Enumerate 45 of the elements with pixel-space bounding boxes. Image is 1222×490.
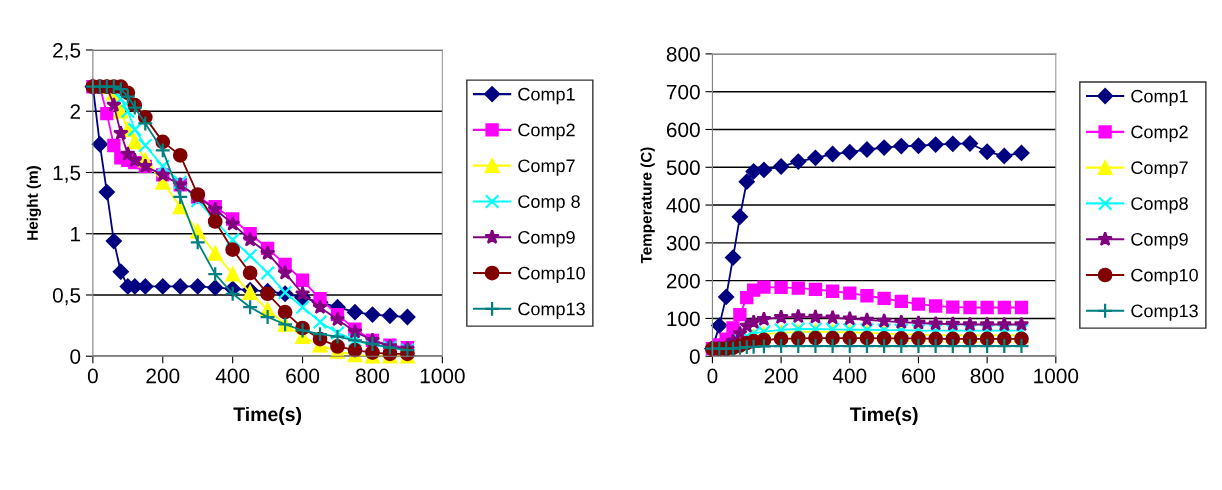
x-tick-label: 400: [832, 368, 867, 384]
x-tick-label: 800: [970, 368, 1004, 384]
x-tick-label: 200: [146, 368, 180, 384]
y-axis-title: Temperature (C): [640, 147, 655, 264]
y-tick-label: 0: [70, 349, 81, 364]
x-tick-label: 0: [87, 368, 98, 384]
legend-label: Comp7: [1131, 161, 1188, 178]
x-tick-label: 400: [215, 368, 250, 384]
y-tick-label: 100: [667, 311, 700, 327]
legend-label: Comp 8: [518, 195, 580, 212]
x-axis-title: Time(s): [233, 406, 302, 426]
y-tick-label: 1: [71, 226, 81, 242]
y-tick-label: 200: [666, 273, 700, 289]
y-tick-label: 300: [666, 235, 700, 251]
x-tick-label: 200: [764, 368, 798, 384]
y-tick-label: 700: [666, 84, 700, 100]
y-tick-label: 1,5: [53, 165, 81, 183]
legend-label: Comp9: [518, 230, 575, 248]
legend-label: Comp1: [518, 87, 575, 105]
legend-label: Comp13: [1131, 304, 1198, 321]
legend-label: Comp2: [518, 123, 575, 140]
legend-label: Comp10: [1131, 268, 1198, 286]
x-tick-label: 0: [707, 368, 718, 384]
legend-label: Comp7: [518, 159, 575, 176]
x-tick-label: 600: [286, 368, 320, 384]
y-tick-label: 600: [666, 122, 700, 138]
legend-label: Comp8: [1131, 197, 1188, 214]
legend-label: Comp10: [518, 266, 585, 284]
x-axis-title: Time(s): [849, 406, 918, 426]
y-tick-label: 2: [70, 104, 81, 119]
x-tick-label: 1000: [1034, 368, 1079, 384]
y-tick-label: 2,5: [53, 42, 81, 61]
legend-label: Comp13: [518, 302, 585, 319]
y-tick-label: 800: [666, 46, 700, 62]
y-tick-label: 0: [689, 349, 700, 364]
legend-label: Comp9: [1131, 232, 1188, 250]
y-tick-label: 400: [666, 198, 700, 213]
x-tick-label: 800: [355, 368, 390, 384]
y-axis-title: Height (m): [26, 166, 41, 240]
legend-label: Comp1: [1131, 89, 1188, 107]
y-tick-label: 0,5: [52, 287, 81, 306]
legend-label: Comp2: [1131, 125, 1188, 142]
x-tick-label: 1000: [420, 368, 465, 384]
x-tick-label: 600: [902, 368, 936, 384]
y-tick-label: 500: [666, 160, 700, 176]
